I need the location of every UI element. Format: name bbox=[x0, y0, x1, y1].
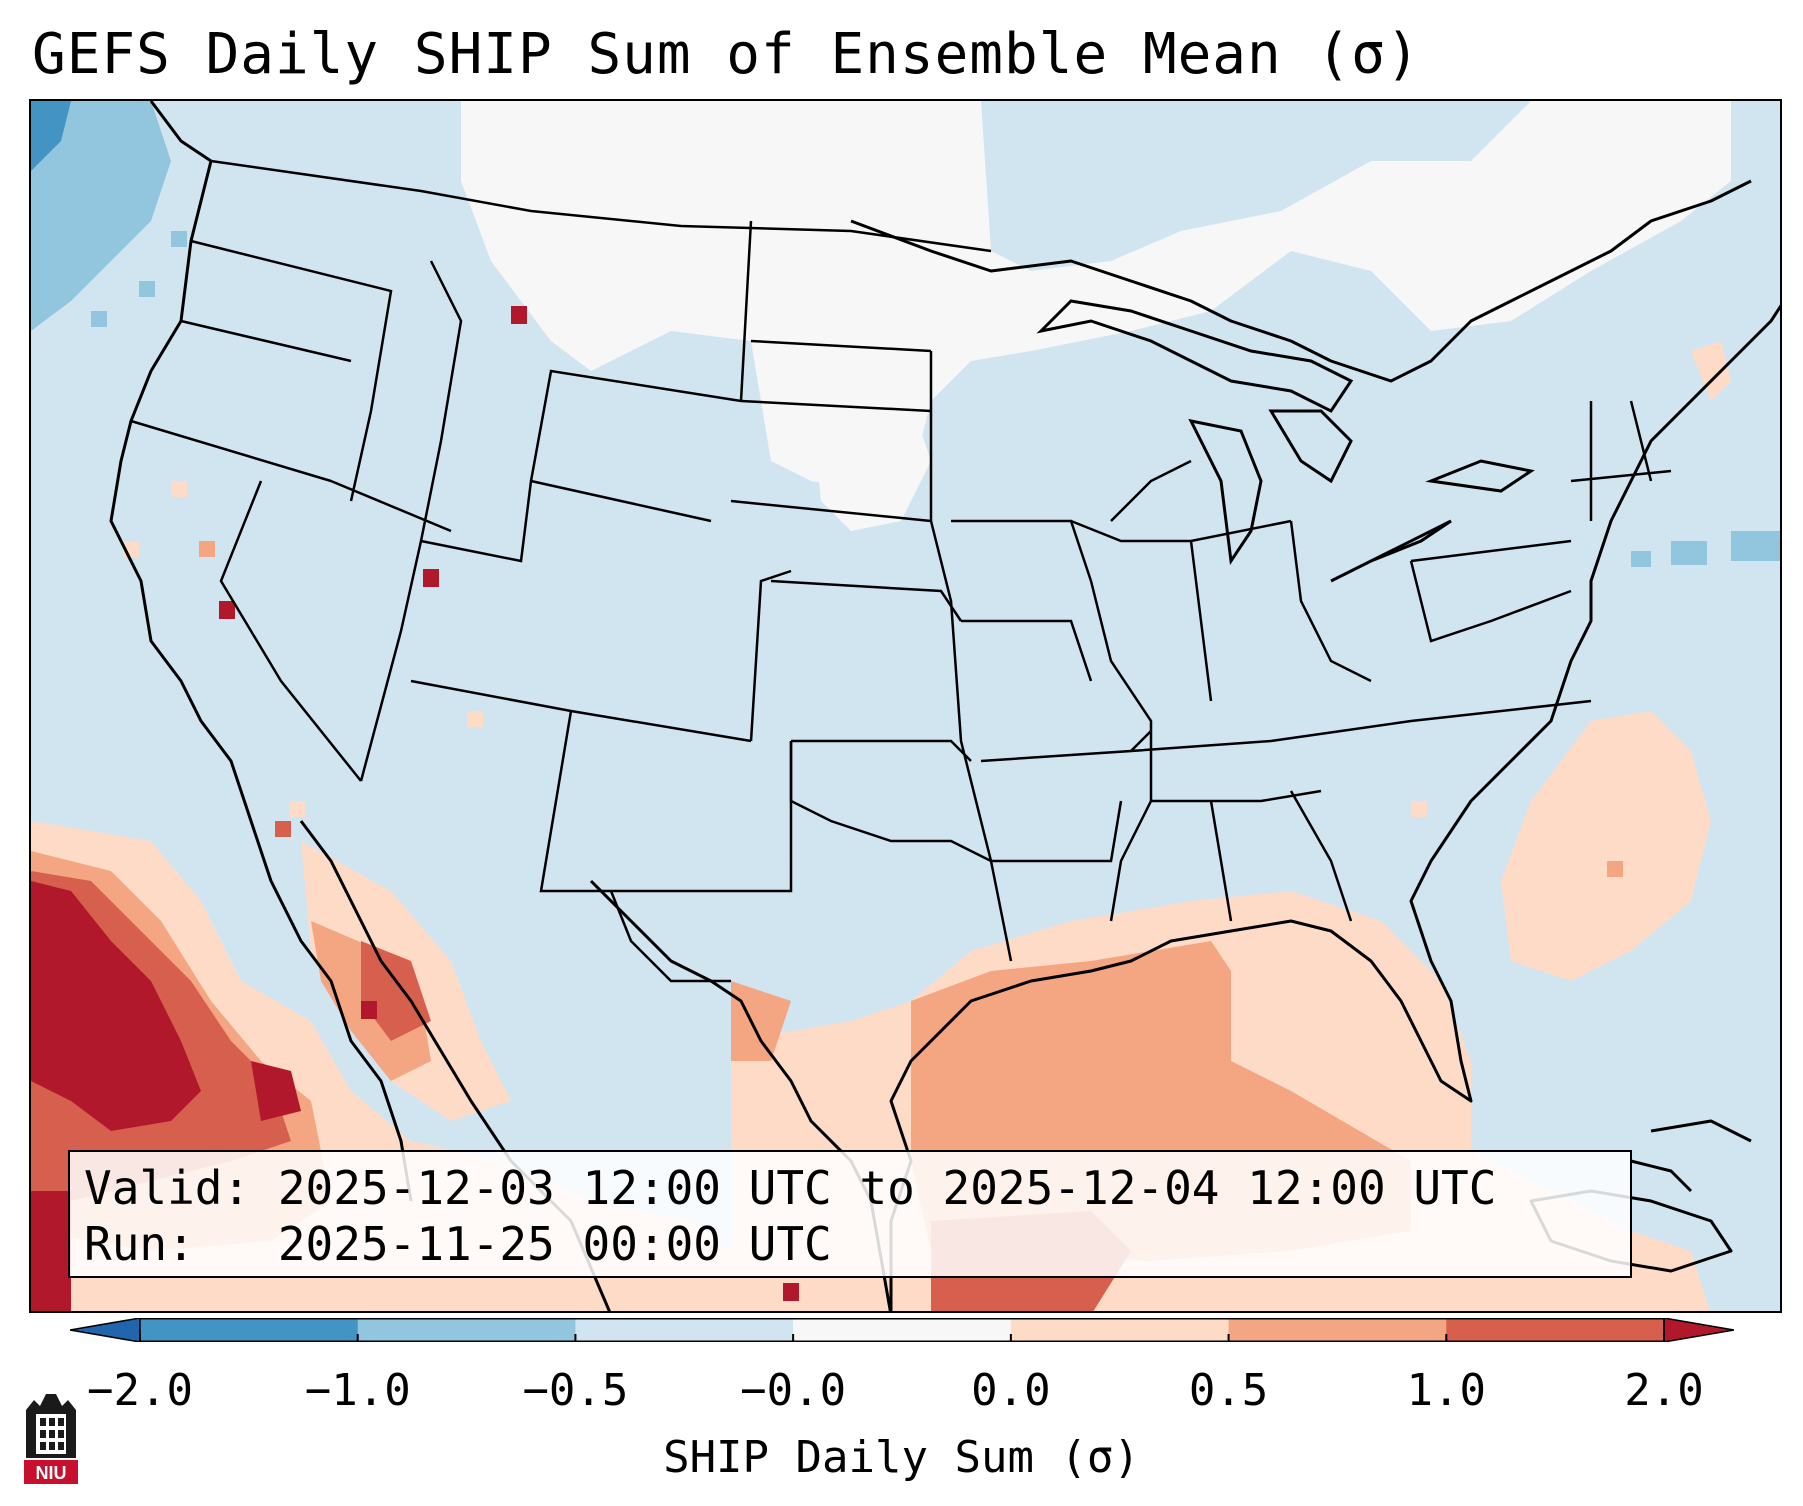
great-lakes bbox=[1036, 299, 1535, 583]
colorbar-label: SHIP Daily Sum (σ) bbox=[663, 1432, 1140, 1483]
state-borders bbox=[130, 159, 1672, 983]
map-panel[interactable] bbox=[29, 99, 1782, 1313]
colorbar-segment bbox=[140, 1318, 359, 1342]
niu-logo-icon: NIU bbox=[24, 1394, 78, 1484]
colorbar-segment bbox=[793, 1318, 1012, 1342]
colorbar-extend-low bbox=[70, 1318, 141, 1342]
colorbar-tick-label: 0.0 bbox=[971, 1365, 1051, 1416]
valid-time-text: Valid: 2025-12-03 12:00 UTC to 2025-12-0… bbox=[84, 1161, 1497, 1215]
colorbar-tick-label: 0.5 bbox=[1188, 1365, 1269, 1416]
colorbar-outline bbox=[139, 1318, 1665, 1342]
colorbar-tick-label: −2.0 bbox=[87, 1365, 193, 1416]
chart-title: GEFS Daily SHIP Sum of Ensemble Mean (σ) bbox=[32, 22, 1421, 87]
negative-region-dark bbox=[31, 101, 71, 171]
run-time-text: Run: 2025-11-25 00:00 UTC bbox=[84, 1217, 832, 1271]
colorbar-segment bbox=[1228, 1318, 1447, 1342]
colorbar-segment bbox=[575, 1318, 794, 1342]
colorbar-segment bbox=[1446, 1318, 1665, 1342]
positive-region-dark-red bbox=[31, 306, 799, 1311]
colorbar-extend-high bbox=[1663, 1318, 1734, 1342]
colorbar bbox=[70, 1318, 1734, 1342]
map-svg bbox=[31, 101, 1780, 1311]
colorbar-tick-label: −1.0 bbox=[304, 1365, 411, 1416]
negative-region-pacific bbox=[31, 101, 1780, 1077]
colorbar-tick-label: 2.0 bbox=[1624, 1365, 1704, 1416]
colorbar-segment bbox=[357, 1318, 576, 1342]
info-box: Valid: 2025-12-03 12:00 UTC to 2025-12-0… bbox=[68, 1150, 1632, 1278]
near-zero-region-canada bbox=[461, 101, 1731, 531]
colorbar-tick-label: −0.0 bbox=[740, 1365, 847, 1416]
colorbar-tick-label: 1.0 bbox=[1406, 1365, 1487, 1416]
colorbar-tick-label: −0.5 bbox=[522, 1365, 629, 1416]
niu-logo-text: NIU bbox=[36, 1463, 67, 1483]
colorbar-segment bbox=[1010, 1318, 1230, 1342]
